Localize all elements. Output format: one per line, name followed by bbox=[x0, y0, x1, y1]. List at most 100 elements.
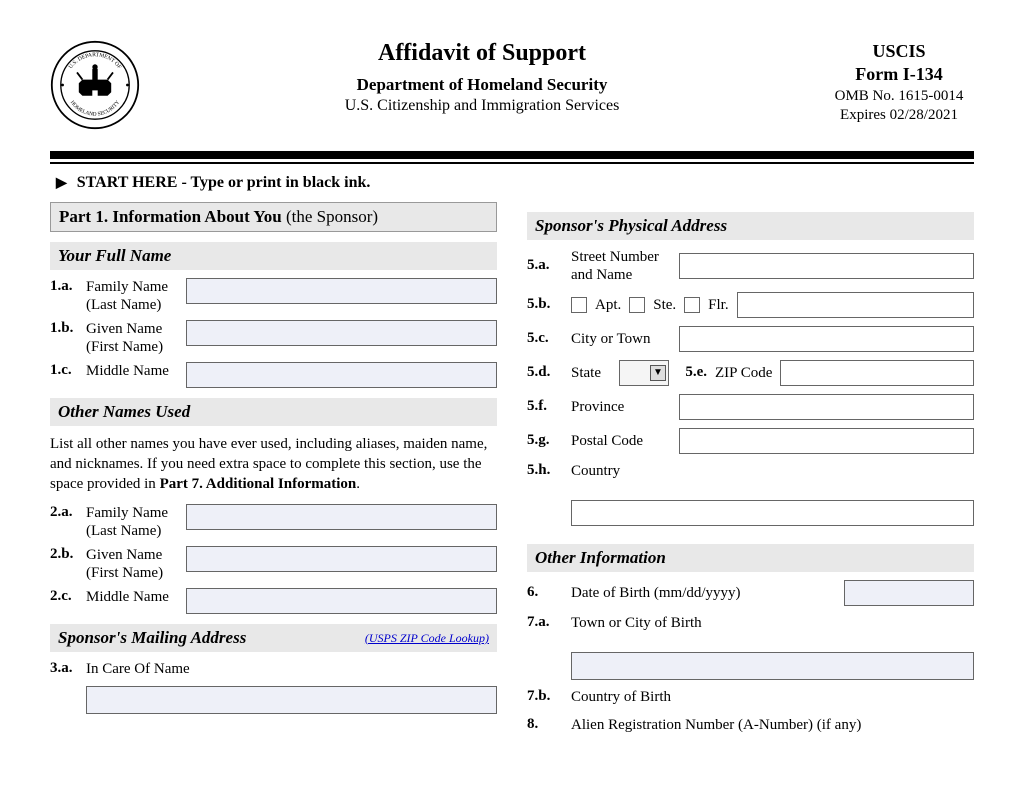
apt-label: Apt. bbox=[595, 296, 621, 314]
dob-input[interactable] bbox=[844, 580, 974, 606]
field-7a: 7.a. Town or City of Birth bbox=[527, 614, 974, 680]
header-right: USCIS Form I-134 OMB No. 1615-0014 Expir… bbox=[824, 40, 974, 126]
field-5h-num: 5.h. bbox=[527, 462, 563, 479]
field-1c-num: 1.c. bbox=[50, 362, 86, 379]
postal-code-input[interactable] bbox=[679, 428, 974, 454]
field-2b-num: 2.b. bbox=[50, 546, 86, 563]
left-column: Part 1. Information About You (the Spons… bbox=[50, 202, 497, 742]
field-5d-num: 5.d. bbox=[527, 364, 563, 381]
field-6-label: Date of Birth (mm/dd/yyyy) bbox=[571, 584, 836, 602]
field-5b-num: 5.b. bbox=[527, 296, 563, 313]
field-5b: 5.b. Apt. Ste. Flr. bbox=[527, 292, 974, 318]
state-select[interactable]: ▼ bbox=[619, 360, 669, 386]
right-column: Sponsor's Physical Address 5.a. Street N… bbox=[527, 202, 974, 742]
start-here: ▶ START HERE - Type or print in black in… bbox=[56, 174, 974, 192]
field-2a: 2.a. Family Name (Last Name) bbox=[50, 504, 497, 540]
field-8-label: Alien Registration Number (A-Number) (if… bbox=[571, 716, 974, 734]
street-input[interactable] bbox=[679, 253, 974, 279]
field-2a-label: Family Name (Last Name) bbox=[86, 504, 186, 540]
header-center: Affidavit of Support Department of Homel… bbox=[160, 40, 804, 115]
field-1a-num: 1.a. bbox=[50, 278, 86, 295]
mailing-address-header: Sponsor's Mailing Address (USPS ZIP Code… bbox=[50, 624, 497, 652]
thin-rule bbox=[50, 162, 974, 164]
field-5f: 5.f. Province bbox=[527, 394, 974, 420]
field-5h: 5.h. Country bbox=[527, 462, 974, 526]
svg-text:HOMELAND SECURITY: HOMELAND SECURITY bbox=[69, 100, 121, 118]
field-5g-num: 5.g. bbox=[527, 432, 563, 449]
other-names-instruction: List all other names you have ever used,… bbox=[50, 434, 497, 495]
field-5e-label: ZIP Code bbox=[715, 364, 772, 382]
field-6: 6. Date of Birth (mm/dd/yyyy) bbox=[527, 580, 974, 606]
other-names-header: Other Names Used bbox=[50, 398, 497, 426]
field-5a-label: Street Number and Name bbox=[571, 248, 671, 284]
field-1b: 1.b. Given Name (First Name) bbox=[50, 320, 497, 356]
form-number: Form I-134 bbox=[824, 63, 974, 86]
field-5h-label: Country bbox=[571, 462, 974, 480]
field-1b-label: Given Name (First Name) bbox=[86, 320, 186, 356]
field-1a: 1.a. Family Name (Last Name) bbox=[50, 278, 497, 314]
physical-address-header: Sponsor's Physical Address bbox=[527, 212, 974, 240]
field-5g: 5.g. Postal Code bbox=[527, 428, 974, 454]
expiry-date: Expires 02/28/2021 bbox=[824, 106, 974, 126]
full-name-title: Your Full Name bbox=[58, 246, 171, 266]
other-middle-name-input[interactable] bbox=[186, 588, 497, 614]
part-1-header: Part 1. Information About You (the Spons… bbox=[50, 202, 497, 232]
zip-lookup-link[interactable]: (USPS ZIP Code Lookup) bbox=[365, 631, 489, 646]
other-family-name-input[interactable] bbox=[186, 504, 497, 530]
field-5c-num: 5.c. bbox=[527, 330, 563, 347]
field-5a: 5.a. Street Number and Name bbox=[527, 248, 974, 284]
apt-checkbox[interactable] bbox=[571, 297, 587, 313]
flr-checkbox[interactable] bbox=[684, 297, 700, 313]
family-name-input[interactable] bbox=[186, 278, 497, 304]
field-7a-label: Town or City of Birth bbox=[571, 614, 974, 632]
dhs-seal-icon: U.S. DEPARTMENT OF HOMELAND SECURITY bbox=[50, 40, 140, 135]
field-7b: 7.b. Country of Birth bbox=[527, 688, 974, 706]
field-5f-label: Province bbox=[571, 398, 671, 416]
field-2a-num: 2.a. bbox=[50, 504, 86, 521]
field-5d-5e: 5.d. State ▼ 5.e. ZIP Code bbox=[527, 360, 974, 386]
uscis-label: USCIS bbox=[824, 40, 974, 63]
part-1-bold: Part 1. Information About You bbox=[59, 207, 282, 226]
other-info-title: Other Information bbox=[535, 548, 666, 568]
department-name: Department of Homeland Security bbox=[160, 75, 804, 95]
birth-city-input[interactable] bbox=[571, 652, 974, 680]
middle-name-input[interactable] bbox=[186, 362, 497, 388]
part-1-plain: (the Sponsor) bbox=[282, 207, 378, 226]
province-input[interactable] bbox=[679, 394, 974, 420]
field-5g-label: Postal Code bbox=[571, 432, 671, 450]
unit-input[interactable] bbox=[737, 292, 974, 318]
field-5e-num: 5.e. bbox=[677, 364, 707, 381]
field-5c: 5.c. City or Town bbox=[527, 326, 974, 352]
field-1b-num: 1.b. bbox=[50, 320, 86, 337]
mailing-title: Sponsor's Mailing Address bbox=[58, 628, 246, 648]
other-given-name-input[interactable] bbox=[186, 546, 497, 572]
physical-title: Sponsor's Physical Address bbox=[535, 216, 727, 236]
zip-input[interactable] bbox=[780, 360, 974, 386]
field-7b-num: 7.b. bbox=[527, 688, 563, 705]
instruction-bold: Part 7. Additional Information bbox=[160, 476, 357, 492]
field-8: 8. Alien Registration Number (A-Number) … bbox=[527, 716, 974, 734]
field-5f-num: 5.f. bbox=[527, 398, 563, 415]
care-of-name-input[interactable] bbox=[86, 686, 497, 714]
field-2b-label: Given Name (First Name) bbox=[86, 546, 186, 582]
other-names-title: Other Names Used bbox=[58, 402, 190, 422]
start-here-text: START HERE - Type or print in black ink. bbox=[77, 174, 371, 191]
other-info-header: Other Information bbox=[527, 544, 974, 572]
ste-checkbox[interactable] bbox=[629, 297, 645, 313]
field-1a-label: Family Name (Last Name) bbox=[86, 278, 186, 314]
field-3a: 3.a. In Care Of Name bbox=[50, 660, 497, 680]
field-7b-label: Country of Birth bbox=[571, 688, 974, 706]
field-3a-num: 3.a. bbox=[50, 660, 86, 677]
field-2c-num: 2.c. bbox=[50, 588, 86, 605]
country-input[interactable] bbox=[571, 500, 974, 526]
given-name-input[interactable] bbox=[186, 320, 497, 346]
form-title: Affidavit of Support bbox=[160, 40, 804, 67]
field-2c-label: Middle Name bbox=[86, 588, 186, 606]
field-8-num: 8. bbox=[527, 716, 563, 733]
omb-number: OMB No. 1615-0014 bbox=[824, 87, 974, 107]
field-5d-label: State bbox=[571, 364, 611, 382]
field-2c: 2.c. Middle Name bbox=[50, 588, 497, 614]
chevron-down-icon: ▼ bbox=[650, 365, 666, 381]
city-input[interactable] bbox=[679, 326, 974, 352]
field-7a-num: 7.a. bbox=[527, 614, 563, 631]
